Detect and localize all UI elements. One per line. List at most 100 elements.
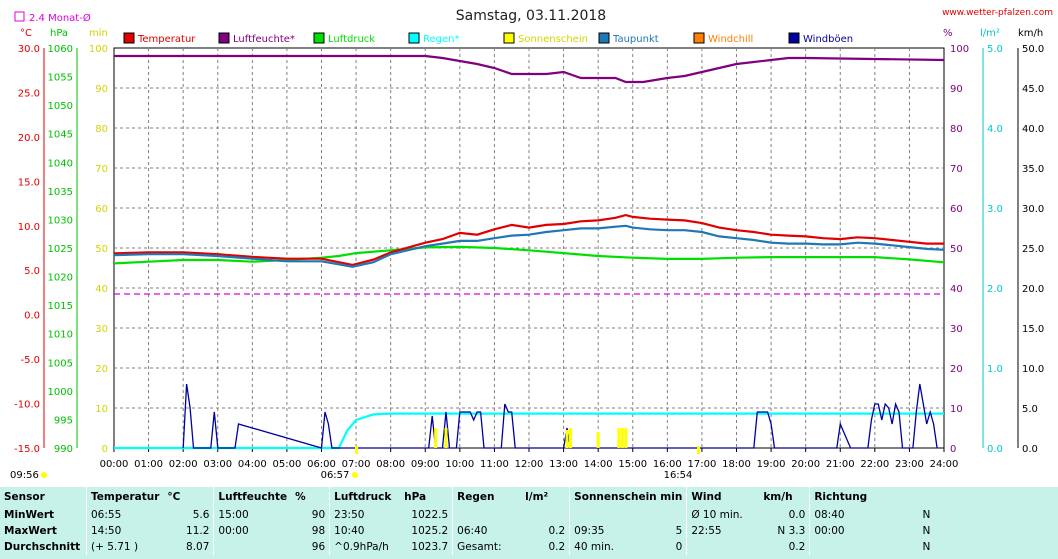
x-tick-label: 16:00 [653,459,682,470]
stats-hum-time: 00:00 [213,523,292,539]
wind-tick-label: 15.0 [1022,324,1044,335]
wind-tick-label: 30.0 [1022,204,1044,215]
wind-tick-label: 10.0 [1022,364,1044,375]
stats-rain-value [521,507,570,523]
rain-tick-label: 5.0 [987,44,1003,55]
series-line-luftfeuchte [114,54,945,84]
legend-swatch [503,32,515,44]
stats-header-wind: Wind [686,487,760,507]
humidity-tick-label: 20 [950,364,963,375]
chart-title: Samstag, 03.11.2018 [456,8,606,24]
legend-label: Temperatur [137,34,196,45]
sunset-time-label: 16:54 [664,470,693,481]
stats-rain-time: 06:40 [452,523,522,539]
stats-temp-time: (+ 5.71 ) [86,539,164,555]
x-tick-label: 05:00 [273,459,302,470]
stats-row-min: MinWert 06:55 5.6 15:00 90 23:50 1022.5 … [0,507,934,523]
unit-wind: km/h [1018,28,1043,39]
pressure-tick-label: 990 [54,444,73,455]
stats-hum-time [213,539,292,555]
chart-plot [113,54,945,450]
stats-temp-time: 14:50 [86,523,164,539]
stats-rain-value: 0.2 [548,525,566,537]
temperature-tick-label: 30.0 [18,44,40,55]
pressure-tick-label: 1010 [48,330,73,341]
stats-temp-value: 11.2 [186,525,210,537]
stats-header-sensor: Sensor [4,491,45,503]
pressure-tick-label: 995 [54,415,73,426]
sunshine-bar [434,428,438,448]
pressure-tick-label: 1015 [48,301,73,312]
humidity-tick-label: 0 [950,444,956,455]
legend-swatch [598,32,610,44]
wind-tick-label: 40.0 [1022,124,1044,135]
temperature-tick-label: -10.0 [14,400,40,411]
sunshine-bar [624,428,628,448]
stats-row-avg: Durchschnitt (+ 5.71 ) 8.07 96 ^0.9hPa/h… [0,539,934,555]
stats-header-press: Luftdruck [329,487,401,507]
stats-header-dir-val [878,487,934,507]
weather-chart: Samstag, 03.11.2018 www.wetter-pfalzen.c… [10,8,1053,481]
sunrise-time-label: 06:57 [321,470,350,481]
stats-hum-value: 90 [311,509,326,521]
humidity-tick-label: 50 [950,244,963,255]
stats-row-label: MinWert [4,509,55,521]
sunrise-marker [355,446,358,454]
temperature-tick-label: -5.0 [20,355,40,366]
stats-wind-time: Ø 10 min. [686,507,760,523]
temperature-tick-label: 25.0 [18,88,40,99]
stats-press-time: ^0.9hPa/h [329,539,401,555]
legend-swatch [408,32,420,44]
stats-hum-value: 96 [311,541,326,553]
humidity-tick-label: 70 [950,164,963,175]
stats-header-hum: Luftfeuchte [213,487,292,507]
sunshine-bar [617,428,621,448]
stats-press-value: 1022.5 [411,509,449,521]
left-sun-icon [41,472,47,478]
series-line-taupunkt [113,224,945,268]
sunshine-bar [444,428,448,448]
pressure-tick-label: 1005 [48,358,73,369]
temperature-tick-label: -15.0 [14,444,40,455]
sunshine-bar [569,428,572,448]
temperature-tick-label: 20.0 [18,133,40,144]
sunshine-bar [620,428,624,448]
x-tick-label: 02:00 [169,459,198,470]
wind-tick-label: 35.0 [1022,164,1044,175]
sunshine-tick-label: 40 [95,284,108,295]
unit-rain: l/m² [980,28,1000,39]
x-tick-label: 15:00 [618,459,647,470]
stats-dir-time: 08:40 [809,507,879,523]
stats-sun-time: 09:35 [569,523,659,539]
x-tick-label: 24:00 [930,459,959,470]
x-tick-label: 17:00 [688,459,717,470]
chart-time-markers: 06:57 16:54 09:56 [10,446,700,481]
x-tick-label: 13:00 [549,459,578,470]
stats-press-value: 1023.7 [411,541,449,553]
stats-sun-time: 40 min. [569,539,659,555]
wind-gust-series [182,383,938,449]
x-tick-label: 07:00 [342,459,371,470]
pressure-tick-label: 1060 [48,44,73,55]
sunshine-tick-label: 80 [95,124,108,135]
stats-sun-value: 0 [675,541,683,553]
pressure-tick-label: 1050 [48,101,73,112]
stats-rain-time [452,507,522,523]
legend-swatch [218,32,230,44]
stats-header-press-unit: hPa [404,491,427,503]
rain-tick-label: 3.0 [987,204,1003,215]
stats-header-row: Sensor Temperatur °C Luftfeuchte % Luftd… [0,487,934,507]
humidity-tick-label: 10 [950,404,963,415]
stats-dir-time [809,539,879,555]
sunshine-tick-label: 60 [95,204,108,215]
x-tick-label: 00:00 [100,459,129,470]
x-tick-label: 21:00 [826,459,855,470]
pressure-tick-label: 1020 [48,273,73,284]
sunrise-sun-icon [352,472,358,478]
stats-press-time: 23:50 [329,507,401,523]
legend-label: Luftfeuchte* [233,34,295,45]
pressure-tick-label: 1040 [48,158,73,169]
unit-sunshine: min [89,28,108,39]
stats-sun-value [659,507,687,523]
stats-header-temp-unit: °C [167,491,181,503]
